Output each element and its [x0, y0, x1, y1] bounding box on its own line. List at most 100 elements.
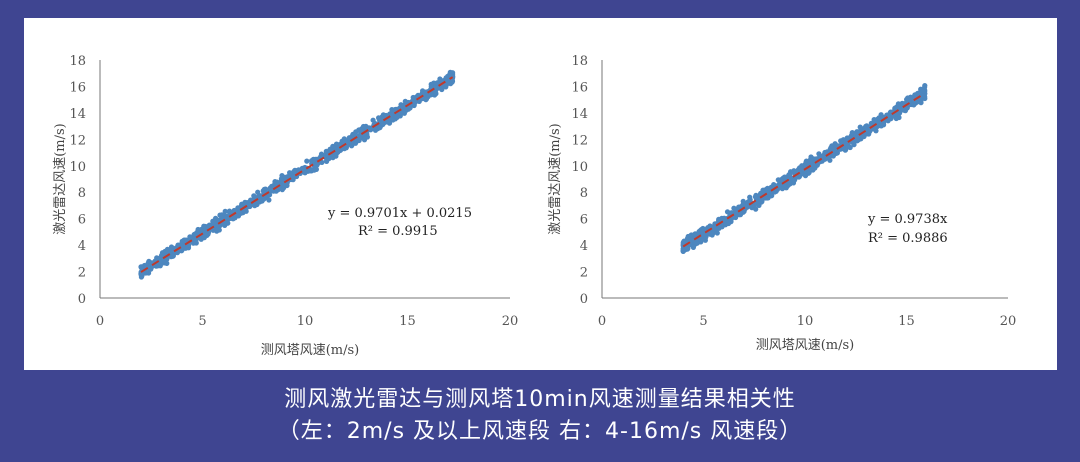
- data-point: [722, 222, 729, 228]
- data-point: [781, 174, 788, 180]
- y-tick-label: 18: [69, 54, 86, 69]
- data-point: [400, 110, 406, 116]
- y-tick-label: 14: [69, 107, 86, 122]
- data-point: [138, 264, 144, 270]
- data-point: [378, 118, 384, 125]
- data-point: [765, 187, 771, 193]
- data-point: [385, 118, 391, 124]
- data-point: [255, 189, 261, 195]
- data-point: [193, 231, 200, 237]
- data-point: [922, 84, 928, 90]
- data-point: [694, 240, 700, 246]
- y-tick-label: 16: [69, 80, 86, 95]
- data-point: [807, 158, 813, 164]
- data-point: [830, 153, 836, 159]
- y-tick-label: 14: [571, 107, 588, 122]
- data-point: [714, 230, 720, 236]
- y-tick-label: 8: [580, 186, 588, 201]
- trendline: [140, 76, 454, 273]
- data-point: [872, 117, 878, 123]
- data-point: [267, 186, 274, 192]
- data-point: [908, 94, 914, 100]
- data-point: [423, 96, 430, 102]
- data-point: [335, 145, 342, 151]
- data-point: [168, 247, 174, 253]
- data-point: [312, 156, 318, 162]
- data-point: [798, 165, 804, 171]
- data-point: [304, 158, 310, 164]
- r-squared: R² = 0.9886: [868, 231, 948, 246]
- data-point: [775, 177, 781, 183]
- x-tick-labels: 0 5 10 15 20: [96, 314, 518, 329]
- x-tick-label: 20: [1000, 314, 1017, 329]
- y-tick-label: 18: [571, 54, 588, 69]
- x-tick-label: 20: [502, 314, 519, 329]
- data-point: [791, 168, 797, 174]
- caption-line-2: （左：2m/s 及以上风速段 右：4-16m/s 风速段）: [277, 419, 803, 444]
- data-point: [319, 159, 325, 165]
- y-tick-labels: 0 2 4 6 8 10 12 14 16 18: [571, 54, 588, 307]
- data-point: [287, 170, 293, 176]
- data-point: [802, 173, 809, 179]
- data-points: [680, 83, 928, 254]
- y-tick-label: 2: [580, 266, 588, 281]
- data-point: [174, 250, 180, 256]
- r-squared: R² = 0.9915: [358, 224, 438, 239]
- y-tick-label: 4: [78, 239, 86, 254]
- data-point: [299, 165, 305, 171]
- data-point: [752, 194, 759, 200]
- data-point: [348, 139, 355, 145]
- data-point: [878, 123, 884, 129]
- y-tick-label: 0: [78, 292, 86, 307]
- y-tick-label: 2: [78, 266, 86, 281]
- data-point: [803, 158, 810, 164]
- data-point: [831, 147, 838, 153]
- data-point: [872, 126, 878, 132]
- data-point: [217, 212, 223, 218]
- data-point: [215, 226, 221, 233]
- x-tick-labels: 0 5 10 15 20: [598, 314, 1016, 329]
- data-point: [202, 231, 208, 237]
- data-point: [758, 199, 764, 205]
- data-point: [437, 76, 443, 82]
- data-point: [854, 134, 860, 140]
- data-point: [847, 144, 853, 151]
- data-point: [201, 223, 207, 229]
- data-point: [349, 133, 355, 139]
- data-point: [707, 231, 713, 237]
- y-tick-label: 10: [69, 160, 86, 175]
- data-point: [434, 80, 440, 86]
- data-point: [857, 124, 863, 130]
- data-point: [159, 252, 165, 258]
- data-point: [222, 208, 228, 214]
- data-point: [291, 169, 297, 175]
- data-point: [849, 130, 855, 136]
- data-point: [361, 137, 368, 143]
- x-tick-label: 5: [699, 314, 707, 329]
- data-point: [711, 225, 718, 231]
- data-point: [359, 127, 365, 133]
- y-tick-label: 16: [571, 80, 588, 95]
- x-axis-label: 测风塔风速(m/s): [756, 338, 855, 353]
- data-point: [798, 170, 804, 176]
- right-chart: 0 5 10 15 20 0 2 4 6 8 10 12 14 16 18 测风塔风速(m/s) 激光雷达…: [548, 54, 1016, 353]
- data-point: [193, 238, 199, 244]
- data-point: [377, 125, 383, 131]
- data-point: [779, 186, 786, 192]
- x-axis-label: 测风塔风速(m/s): [261, 343, 360, 358]
- regression-equation: y = 0.9701x + 0.0215: [327, 206, 472, 221]
- x-tick-label: 15: [399, 314, 416, 329]
- y-tick-label: 12: [571, 133, 588, 148]
- x-tick-label: 0: [96, 314, 104, 329]
- caption-line-1: 测风激光雷达与测风塔10min风速测量结果相关性: [284, 387, 796, 412]
- y-tick-label: 12: [69, 133, 86, 148]
- y-tick-label: 10: [571, 160, 588, 175]
- y-tick-label: 4: [580, 239, 588, 254]
- data-point: [786, 172, 792, 178]
- data-point: [279, 187, 285, 193]
- data-point: [242, 208, 248, 214]
- y-tick-label: 6: [580, 213, 588, 228]
- data-point: [760, 187, 766, 193]
- x-tick-label: 10: [797, 314, 814, 329]
